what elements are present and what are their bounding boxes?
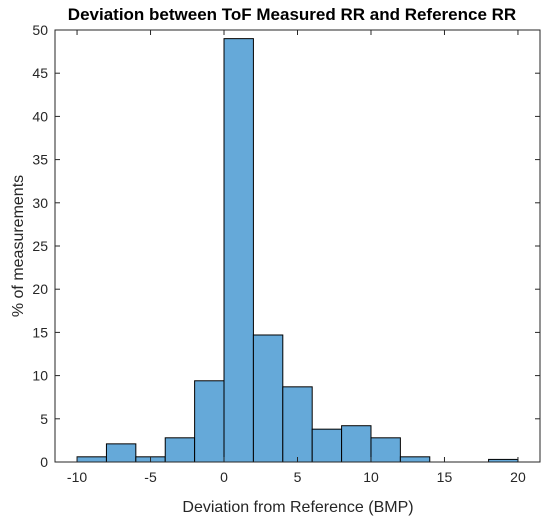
y-tick-label: 5 (40, 411, 48, 427)
x-axis-ticks: -10 -5 0 5 10 15 20 (67, 30, 526, 485)
y-tick-label: 15 (32, 324, 48, 340)
histogram-bar (399, 456, 431, 463)
histogram-bar (164, 437, 196, 463)
x-tick-label: -5 (144, 469, 157, 485)
x-tick-label: 10 (363, 469, 379, 485)
x-tick-label: 20 (510, 469, 526, 485)
y-tick-label: 50 (32, 22, 48, 38)
histogram-bar (105, 443, 137, 463)
histogram-bar (252, 334, 284, 463)
x-tick-label: -10 (67, 469, 87, 485)
x-tick-label: 15 (437, 469, 453, 485)
y-axis-ticks: 0 5 10 15 20 25 30 35 40 45 50 (32, 22, 540, 470)
bars-group (76, 38, 519, 463)
histogram-bar (282, 386, 313, 463)
y-tick-label: 30 (32, 195, 48, 211)
x-tick-label: 5 (294, 469, 302, 485)
x-tick-label: 0 (220, 469, 228, 485)
histogram-bar (76, 456, 107, 463)
y-tick-label: 20 (32, 281, 48, 297)
x-axis-label: Deviation from Reference (BMP) (182, 499, 413, 516)
y-tick-label: 0 (40, 454, 48, 470)
histogram-bar (223, 38, 254, 463)
y-tick-label: 40 (32, 108, 48, 124)
histogram-bar (311, 428, 343, 463)
chart-title: Deviation between ToF Measured RR and Re… (68, 5, 516, 24)
y-tick-label: 25 (32, 238, 48, 254)
histogram-bar (341, 425, 372, 463)
histogram-bar (194, 380, 225, 463)
y-tick-label: 45 (32, 65, 48, 81)
y-axis-label: % of measurements (10, 175, 27, 317)
y-tick-label: 35 (32, 152, 48, 168)
y-tick-label: 10 (32, 368, 48, 384)
histogram-bar (370, 437, 401, 463)
